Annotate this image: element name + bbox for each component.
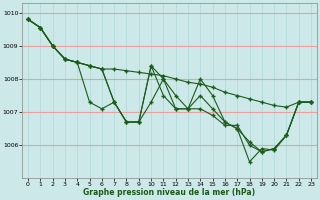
X-axis label: Graphe pression niveau de la mer (hPa): Graphe pression niveau de la mer (hPa) [84,188,256,197]
